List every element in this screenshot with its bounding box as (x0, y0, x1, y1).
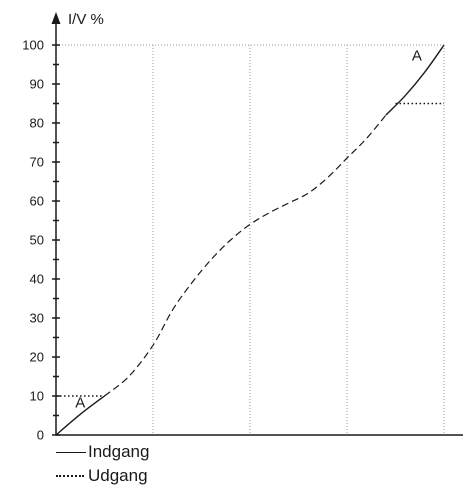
y-tick-label-0: 0 (37, 428, 44, 441)
y-tick-label-90: 90 (30, 77, 44, 92)
curve-indgang-start (55, 395, 105, 436)
y-axis-title: I/V % (68, 11, 104, 28)
legend-swatch-solid (56, 451, 86, 453)
y-tick-label-10: 10 (30, 389, 44, 404)
curve-indgang-middle (104, 114, 387, 397)
curve-indgang-end (385, 44, 445, 116)
axes (51, 12, 463, 436)
y-tick-label-40: 40 (30, 272, 44, 287)
y-tick-label-50: 50 (30, 233, 44, 248)
annotation-a-1: A (75, 395, 85, 412)
label-layer: 0 10 20 30 40 50 60 70 80 90 100 I/V % A A (22, 11, 422, 440)
curve-layer (55, 44, 445, 436)
y-tick-label-30: 30 (30, 311, 44, 326)
y-tick-label-70: 70 (30, 155, 44, 170)
y-tick-label-20: 20 (30, 350, 44, 365)
y-tick-label-80: 80 (30, 116, 44, 131)
legend-swatch-dotted (56, 475, 84, 477)
y-axis-arrow (51, 12, 61, 24)
y-tick-label-100: 100 (22, 38, 44, 53)
chart-svg: 0 10 20 30 40 50 60 70 80 90 100 I/V % A A (22, 11, 463, 440)
annotation-a-2: A (412, 48, 422, 65)
reference-lines (56, 102, 444, 397)
legend-label-udgang: Udgang (88, 466, 148, 485)
legend-label-indgang: Indgang (88, 442, 150, 461)
legend-item-udgang: Udgang (56, 466, 148, 486)
grid-layer (56, 44, 445, 435)
legend-item-indgang: Indgang (56, 442, 149, 462)
y-tick-label-60: 60 (30, 194, 44, 209)
